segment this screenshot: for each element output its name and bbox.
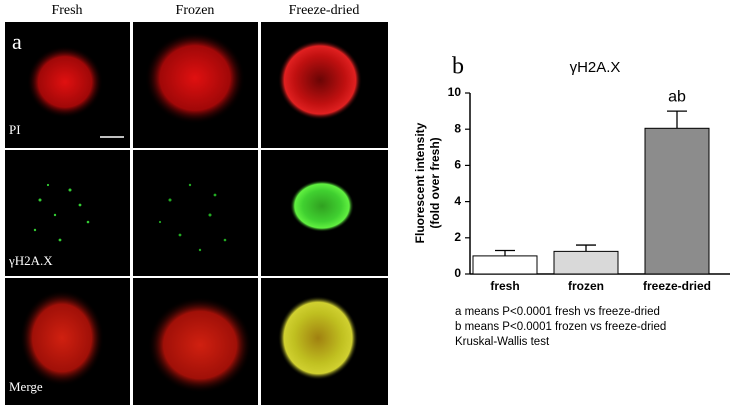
row-label: PI: [9, 122, 21, 137]
bar-label: ab: [668, 88, 686, 105]
footnote: a means P<0.0001 fresh vs freeze-dried: [455, 306, 660, 318]
y-tick-label: 6: [454, 158, 461, 172]
column-label: Fresh: [51, 3, 82, 18]
row-label: γH2A.X: [8, 253, 53, 268]
y-tick-label: 8: [454, 121, 461, 135]
bar: [644, 127, 710, 275]
x-tick-label: fresh: [490, 279, 519, 293]
row-label: Merge: [9, 379, 43, 394]
y-tick-label: 0: [454, 266, 461, 280]
bar: [472, 255, 538, 275]
y-tick-label: 4: [454, 194, 461, 208]
nucleus: [27, 46, 103, 118]
chart-title: γH2A.X: [570, 59, 621, 76]
nucleus: [290, 180, 354, 232]
x-tick-label: frozen: [568, 279, 604, 293]
panel-label: b: [452, 54, 464, 80]
nucleus: [278, 296, 358, 380]
column-label: Frozen: [176, 3, 215, 18]
image-cell: [133, 150, 258, 276]
y-tick-label: 2: [454, 230, 461, 244]
panel-label: a: [12, 29, 22, 54]
y-tick-label: 10: [448, 85, 462, 99]
speckles: [158, 183, 227, 252]
nucleus: [278, 40, 362, 120]
nucleus: [145, 32, 245, 124]
x-tick-label: freeze-dried: [643, 279, 711, 293]
image-cell: [5, 150, 130, 276]
speckles: [33, 183, 90, 242]
bar-chart: b γH2A.X Fluorescent intensity (fold ove…: [413, 54, 730, 348]
microscopy-panel: a Fresh Frozen Freeze-dried PI γH2A.X Me…: [5, 3, 388, 405]
y-axis-label: Fluorescent intensity: [413, 122, 427, 243]
footnote: b means P<0.0001 frozen vs freeze-dried: [455, 321, 666, 333]
footnote: Kruskal-Wallis test: [455, 336, 550, 348]
nucleus: [20, 290, 104, 386]
nucleus: [148, 297, 252, 393]
bar: [553, 250, 619, 275]
column-label: Freeze-dried: [289, 3, 360, 18]
y-axis-label: (fold over fresh): [428, 137, 442, 228]
